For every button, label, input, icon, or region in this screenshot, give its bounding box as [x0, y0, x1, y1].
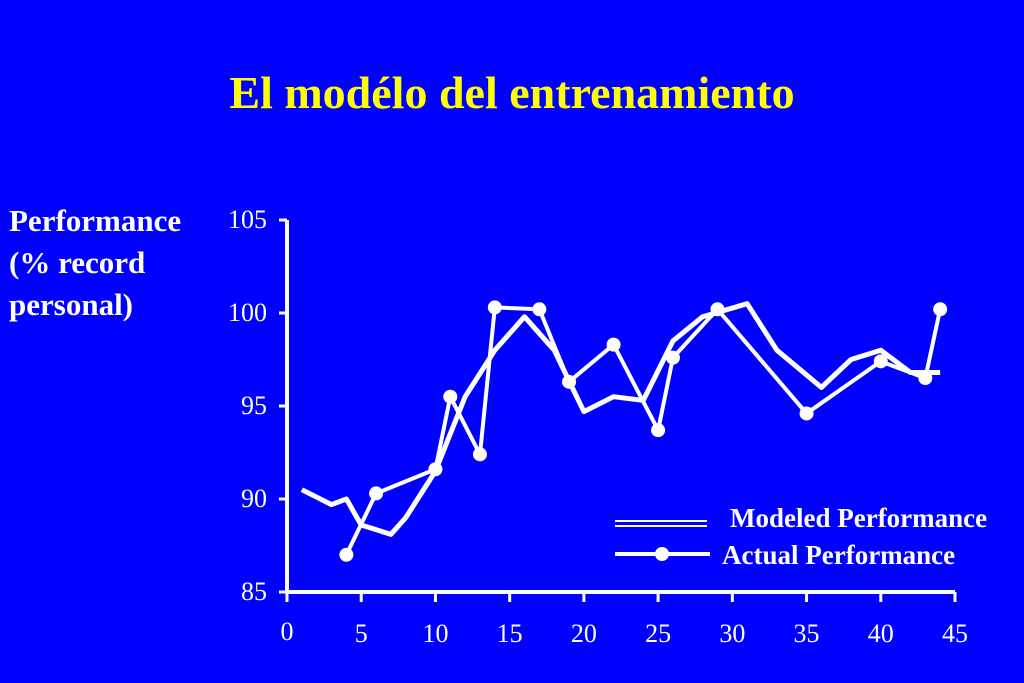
- x-tick-label: 40: [868, 619, 894, 648]
- y-tick-label: 90: [241, 484, 267, 513]
- actual-performance-point: [562, 374, 577, 389]
- actual-performance-point: [710, 302, 725, 317]
- legend-label-actual: Actual Performance: [722, 540, 956, 570]
- series-modeled-performance-line: [300, 301, 941, 537]
- x-tick-label: 25: [645, 619, 671, 648]
- actual-performance-point: [933, 302, 948, 317]
- y-axis-label-line-3: personal): [9, 287, 133, 322]
- actual-performance-point: [799, 406, 814, 421]
- actual-performance-point: [873, 354, 888, 369]
- actual-performance-point: [606, 337, 621, 352]
- x-tick-label: 45: [942, 619, 968, 648]
- y-tick-label: 100: [228, 298, 267, 327]
- actual-performance-point: [665, 350, 680, 365]
- x-tick-label: 0: [281, 617, 294, 646]
- actual-performance-point: [369, 486, 384, 501]
- legend-actual-marker: [655, 547, 669, 561]
- x-tick-label: 30: [719, 619, 745, 648]
- y-axis-label-line-1: Performance: [9, 203, 182, 238]
- actual-performance-point: [443, 389, 458, 404]
- actual-performance-point: [532, 302, 547, 317]
- x-tick-label: 15: [497, 619, 523, 648]
- x-tick-label: 10: [422, 619, 448, 648]
- series-actual-performance-line: [344, 305, 943, 556]
- actual-performance-point: [651, 423, 666, 438]
- y-tick-label: 85: [241, 577, 267, 606]
- y-tick-label: 105: [228, 205, 267, 234]
- chart-title: El modélo del entrenamiento: [229, 67, 795, 118]
- x-tick-label: 20: [571, 619, 597, 648]
- x-tick-label: 5: [355, 619, 368, 648]
- actual-performance-point: [472, 447, 487, 462]
- y-axis-label: Performance (% record personal): [9, 200, 181, 326]
- x-tick-label: 35: [794, 619, 820, 648]
- actual-performance-point: [428, 462, 443, 477]
- actual-performance-point: [339, 547, 354, 562]
- y-axis-label-line-2: (% record: [9, 245, 146, 280]
- y-tick-label: 95: [241, 391, 267, 420]
- legend-label-modeled: Modeled Performance: [730, 503, 988, 533]
- actual-performance-point: [918, 371, 933, 386]
- actual-performance-point: [487, 300, 502, 315]
